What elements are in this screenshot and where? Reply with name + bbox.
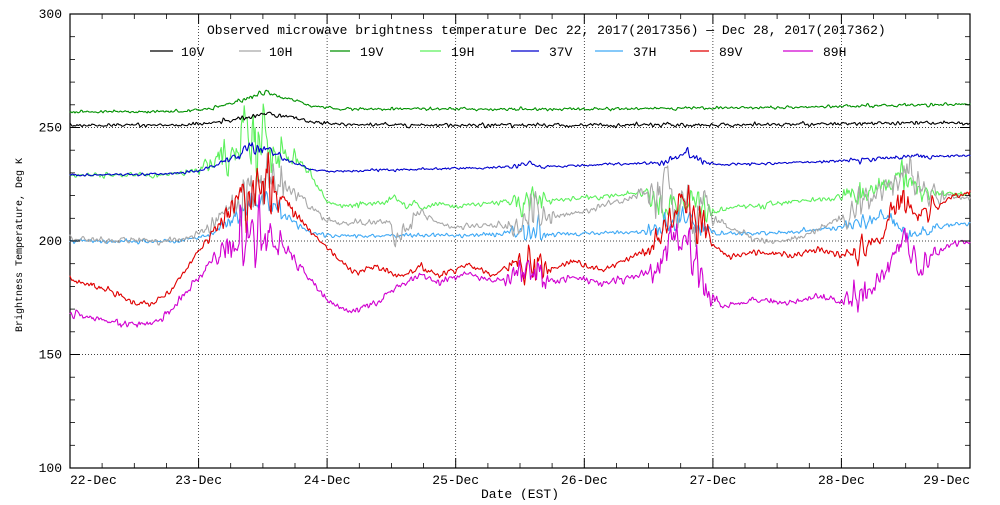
svg-text:Date (EST): Date (EST): [481, 487, 559, 500]
svg-text:89V: 89V: [719, 45, 743, 60]
svg-text:37V: 37V: [549, 45, 573, 60]
svg-text:28-Dec: 28-Dec: [818, 473, 865, 488]
svg-text:27-Dec: 27-Dec: [689, 473, 736, 488]
svg-text:250: 250: [39, 121, 62, 136]
svg-text:23-Dec: 23-Dec: [175, 473, 222, 488]
svg-text:25-Dec: 25-Dec: [432, 473, 479, 488]
svg-text:19V: 19V: [360, 45, 384, 60]
svg-text:100: 100: [39, 461, 62, 476]
svg-text:300: 300: [39, 7, 62, 22]
svg-text:19H: 19H: [451, 45, 474, 60]
svg-text:29-Dec: 29-Dec: [923, 473, 970, 488]
svg-text:37H: 37H: [633, 45, 656, 60]
svg-text:26-Dec: 26-Dec: [561, 473, 608, 488]
svg-text:10H: 10H: [269, 45, 292, 60]
svg-text:10V: 10V: [181, 45, 205, 60]
svg-text:Observed microwave brightness: Observed microwave brightness temperatur…: [207, 23, 886, 38]
svg-text:150: 150: [39, 348, 62, 363]
svg-text:89H: 89H: [823, 45, 846, 60]
svg-text:22-Dec: 22-Dec: [70, 473, 117, 488]
svg-text:24-Dec: 24-Dec: [304, 473, 351, 488]
svg-text:Brightness Temperature, Deg K: Brightness Temperature, Deg K: [14, 158, 26, 332]
svg-text:200: 200: [39, 234, 62, 249]
